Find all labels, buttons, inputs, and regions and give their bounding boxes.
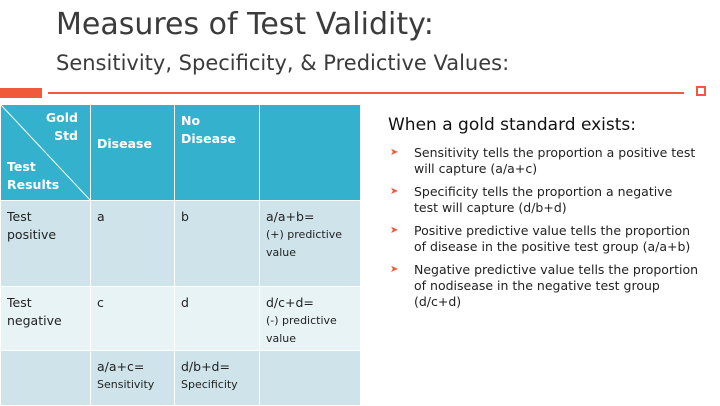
cell-empty (259, 350, 361, 406)
header-empty (259, 104, 361, 201)
header-no-disease-line: No (181, 113, 201, 128)
validity-table: Gold Std Test Results Disease No Disease… (0, 104, 361, 406)
table-row: Test positive a b a/a+b= (+) predictive … (0, 200, 361, 287)
list-item: ➤ Negative predictive value tells the pr… (388, 262, 700, 310)
formula-note: value (266, 332, 297, 345)
cell-sensitivity: a/a+c= Sensitivity (90, 350, 175, 406)
slide-title: Measures of Test Validity: (56, 7, 434, 42)
row-label-line: Test (7, 295, 32, 310)
test-results-label-line: Results (7, 177, 60, 192)
table-row: Test negative c d d/c+d= (-) predictive … (0, 286, 361, 351)
row-label-empty (0, 350, 91, 406)
formula-note: (-) predictive (266, 314, 337, 327)
table-header-row: Gold Std Test Results Disease No Disease (0, 104, 361, 201)
header-no-disease-line: Disease (181, 131, 236, 146)
bullet-text: Sensitivity tells the proportion a posit… (414, 145, 696, 176)
row-label-line: Test (7, 209, 32, 224)
cell-b: b (174, 200, 260, 287)
slide-subtitle: Sensitivity, Specificity, & Predictive V… (56, 51, 510, 75)
cell-d: d (174, 286, 260, 351)
accent-square (696, 86, 706, 96)
cell-a: a (90, 200, 175, 287)
title-block: Measures of Test Validity: Sensitivity, … (56, 8, 696, 76)
formula-note: value (266, 246, 297, 259)
formula-note: Specificity (181, 378, 238, 391)
bullet-list: ➤ Sensitivity tells the proportion a pos… (388, 145, 700, 310)
test-results-label: Test Results (7, 158, 59, 194)
formula-text: d/c+d= (266, 295, 314, 310)
header-disease: Disease (90, 104, 175, 201)
accent-bar (0, 88, 42, 98)
gold-std-label-line: Std (54, 128, 78, 143)
bullet-text: Negative predictive value tells the prop… (414, 262, 699, 309)
row-label-line: positive (7, 227, 57, 242)
row-label-test-negative: Test negative (0, 286, 91, 351)
header-no-disease: No Disease (174, 104, 260, 201)
gold-std-label: Gold Std (46, 109, 78, 145)
row-label-test-positive: Test positive (0, 200, 91, 287)
cell-negative-predictive-value: d/c+d= (-) predictive value (259, 286, 361, 351)
formula-note: (+) predictive (266, 228, 343, 241)
formula-note: Sensitivity (97, 378, 155, 391)
panel-heading: When a gold standard exists: (388, 115, 637, 135)
cell-c: c (90, 286, 175, 351)
chevron-right-icon: ➤ (390, 186, 399, 197)
formula-text: a/a+c= (97, 359, 145, 374)
list-item: ➤ Sensitivity tells the proportion a pos… (388, 145, 700, 177)
explanation-panel: When a gold standard exists: ➤ Sensitivi… (388, 114, 700, 317)
formula-text: d/b+d= (181, 359, 230, 374)
test-results-label-line: Test (7, 159, 36, 174)
cell-specificity: d/b+d= Specificity (174, 350, 260, 406)
cell-positive-predictive-value: a/a+b= (+) predictive value (259, 200, 361, 287)
chevron-right-icon: ➤ (390, 264, 399, 275)
row-label-line: negative (7, 313, 62, 328)
corner-header-cell: Gold Std Test Results (0, 104, 91, 201)
list-item: ➤ Specificity tells the proportion a neg… (388, 184, 700, 216)
list-item: ➤ Positive predictive value tells the pr… (388, 223, 700, 255)
accent-rule (48, 92, 684, 94)
chevron-right-icon: ➤ (390, 147, 399, 158)
gold-std-label-line: Gold (45, 110, 78, 125)
chevron-right-icon: ➤ (390, 225, 399, 236)
diagonal-divider (1, 105, 90, 200)
table-row: a/a+c= Sensitivity d/b+d= Specificity (0, 350, 361, 406)
formula-text: a/a+b= (266, 209, 315, 224)
bullet-text: Specificity tells the proportion a negat… (414, 184, 673, 215)
header-disease-text: Disease (97, 136, 152, 151)
bullet-text: Positive predictive value tells the prop… (414, 223, 691, 254)
